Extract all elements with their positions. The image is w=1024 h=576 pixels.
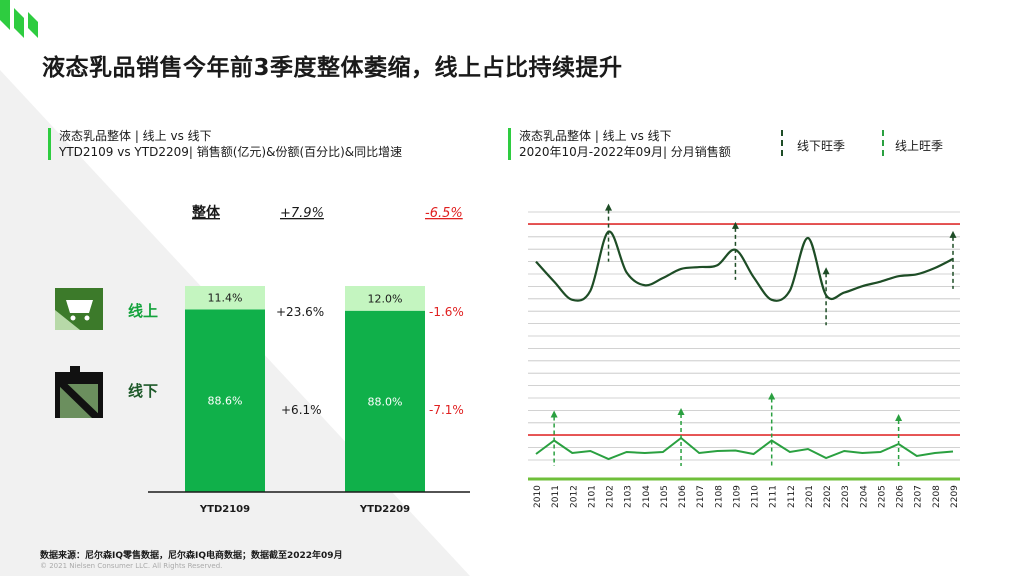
online-peak-marker-2111-arrowhead [768,392,776,400]
online-peak-marker-2206-arrowhead [895,414,903,421]
offline-peak-marker-2109-arrowhead [731,221,739,229]
bar-online-label-YTD2209: 12.0% [368,292,403,305]
right-panel-subtitle: 液态乳品整体 | 线上 vs 线下 2020年10月-2022年09月| 分月销… [508,128,731,160]
x-tick-label-2108: 2108 [714,485,724,508]
data-source-note: 数据来源：尼尔森IQ零售数据，尼尔森IQ电商数据；数据截至2022年09月 [40,551,343,561]
x-tick-label-2107: 2107 [696,485,706,508]
overall-label: 整体 [191,204,221,221]
x-tick-label-2011: 2011 [551,485,561,508]
right-subtitle-line2: 2020年10月-2022年09月| 分月销售额 [519,145,731,159]
x-tick-label-YTD2109: YTD2109 [199,504,250,515]
x-tick-label-2105: 2105 [660,485,670,508]
store-icon [55,366,103,418]
offline-growth-ytd2109: +6.1% [281,403,322,417]
online-peak-legend-marker [882,130,884,156]
x-tick-label-2209: 2209 [950,485,960,508]
x-tick-label-2202: 2202 [823,485,833,508]
x-tick-label-2109: 2109 [732,485,742,508]
x-tick-label-2112: 2112 [787,485,797,508]
x-tick-label-2201: 2201 [805,485,815,508]
online-series-line [535,436,954,461]
offline-peak-marker-2209-arrowhead [949,230,957,238]
offline-growth-ytd2209: -7.1% [429,403,464,417]
left-panel-subtitle: 液态乳品整体 | 线上 vs 线下 YTD2109 vs YTD2209| 销售… [48,128,402,160]
x-tick-label-2102: 2102 [606,485,616,508]
x-tick-label-2204: 2204 [859,485,869,508]
bar-online-YTD2109 [185,286,265,310]
offline-peak-legend-label: 线下旺季 [797,139,846,153]
right-subtitle-line1: 液态乳品整体 | 线上 vs 线下 [519,129,672,143]
x-tick-label-2012: 2012 [569,485,579,508]
offline-series-line [535,230,954,302]
x-tick-label-2111: 2111 [769,485,779,508]
bar-offline-YTD2109 [185,309,265,492]
bar-offline-YTD2209 [345,310,425,492]
online-peak-legend-label: 线上旺季 [895,139,944,153]
x-tick-label-YTD2209: YTD2209 [359,504,410,515]
offline-row-label: 线下 [128,382,158,400]
x-tick-label-2207: 2207 [914,485,924,508]
online-peak-marker-2106-arrowhead [677,408,685,415]
x-tick-label-2106: 2106 [678,485,688,508]
online-peak-marker-2011-arrowhead [550,410,558,418]
x-tick-label-2101: 2101 [587,485,597,508]
brand-logo-icon [0,0,38,38]
overall-growth-ytd2209: -6.5% [425,206,463,221]
bar-offline-label-YTD2109: 88.6% [208,395,243,408]
copyright-note: © 2021 Nielsen Consumer LLC. All Rights … [40,562,223,570]
online-row-label: 线上 [128,302,158,320]
page-title: 液态乳品销售今年前3季度整体萎缩，线上占比持续提升 [42,55,623,81]
online-growth-ytd2109: +23.6% [276,305,324,319]
x-tick-label-2208: 2208 [932,485,942,508]
bar-online-YTD2209 [345,286,425,311]
left-subtitle-line2: YTD2109 vs YTD2209| 销售额(亿元)&份额(百分比)&同比增速 [59,145,403,159]
x-tick-label-2010: 2010 [533,485,543,508]
overall-growth-ytd2109: +7.9% [280,206,324,221]
shopping-cart-icon [55,288,103,330]
x-tick-label-2205: 2205 [877,485,887,508]
x-tick-label-2110: 2110 [751,485,761,508]
x-tick-label-2203: 2203 [841,485,851,508]
x-tick-label-2104: 2104 [642,485,652,508]
offline-peak-legend-marker [781,130,783,156]
x-tick-label-2103: 2103 [624,485,634,508]
left-subtitle-line1: 液态乳品整体 | 线上 vs 线下 [59,129,212,143]
online-growth-ytd2209: -1.6% [429,305,464,319]
x-tick-label-2206: 2206 [896,485,906,508]
bar-offline-label-YTD2209: 88.0% [368,395,403,408]
offline-peak-marker-2102-arrowhead [605,203,613,211]
offline-peak-marker-2202-arrowhead [822,267,830,275]
bar-online-label-YTD2109: 11.4% [208,292,243,305]
